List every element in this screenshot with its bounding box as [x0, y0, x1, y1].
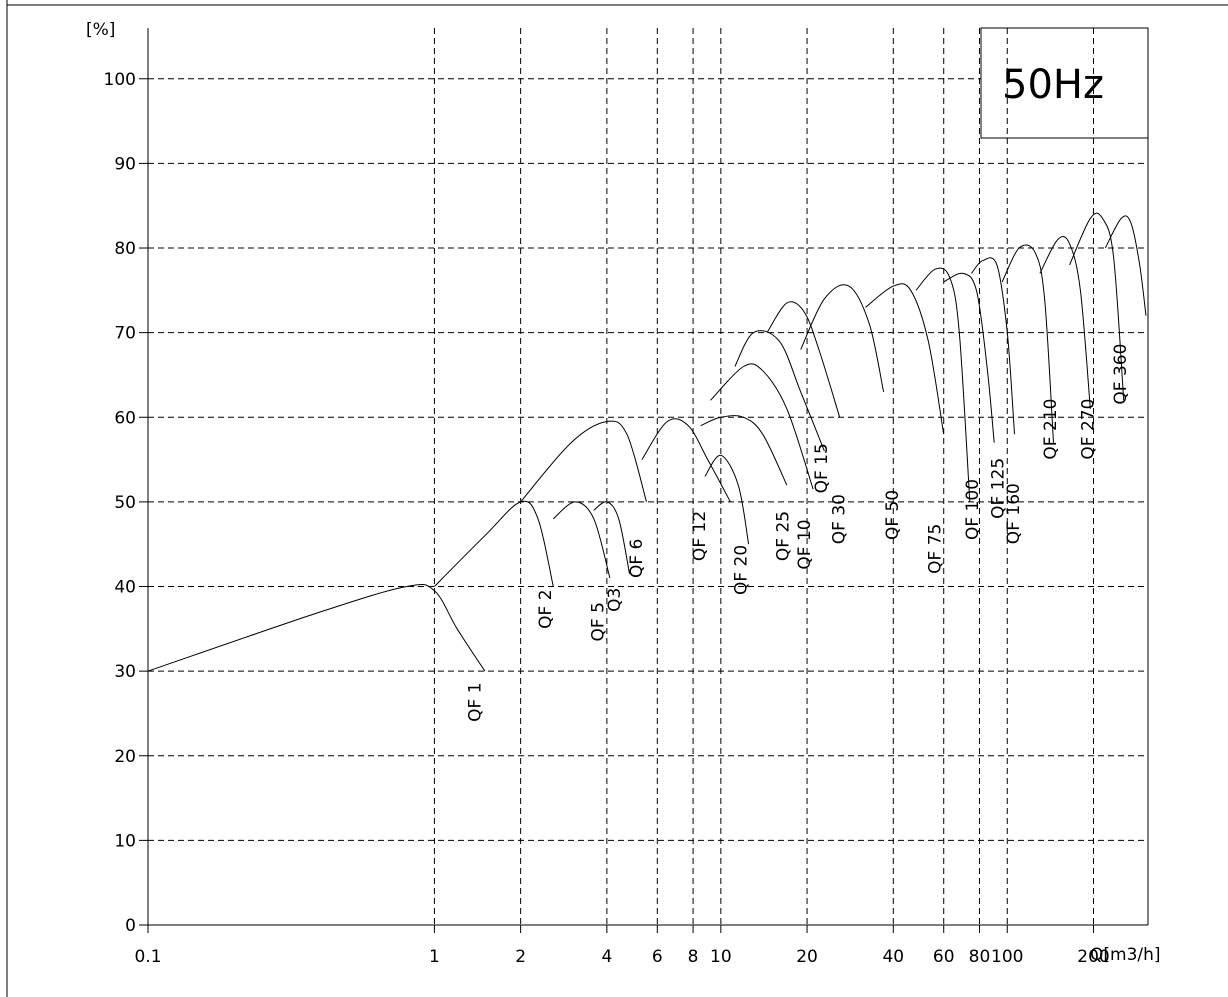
- curve-label-qf-75: QF 75: [926, 524, 946, 574]
- y-tick-label: 70: [114, 324, 136, 344]
- curve-label-qf-100: QF 100: [963, 479, 983, 540]
- curve-label-qf-30: QF 30: [829, 494, 849, 544]
- curve-label-q3: Q3: [605, 588, 625, 612]
- curve-q3: [593, 501, 630, 574]
- frequency-box: 50Hz: [980, 27, 1149, 139]
- curve-qf-2: [434, 500, 554, 587]
- curve-label-qf-12: QF 12: [690, 511, 710, 561]
- curve-label-qf-15: QF 15: [812, 443, 832, 493]
- curve-qf-160: [1001, 244, 1054, 443]
- y-tick-label: 80: [114, 239, 136, 259]
- curve-qf-15: [766, 301, 841, 418]
- y-tick-label: 0: [125, 916, 136, 936]
- x-tick-label: 2: [515, 947, 526, 967]
- curve-qf-10: [710, 363, 814, 490]
- curve-label-qf-1: QF 1: [466, 682, 486, 721]
- curve-qf-75: [915, 267, 971, 502]
- x-tick-label: 40: [882, 947, 904, 967]
- y-tick-label: 100: [104, 70, 136, 90]
- curve-label-qf-5: QF 5: [589, 602, 609, 641]
- curve-label-qf-10: QF 10: [795, 519, 815, 569]
- curve-label-qf-25: QF 25: [773, 511, 793, 561]
- x-tick-label: 60: [933, 947, 955, 967]
- y-tick-label: 50: [114, 493, 136, 513]
- x-tick-label: 0.1: [134, 947, 161, 967]
- y-tick-label: 40: [114, 578, 136, 598]
- curve-qf-3: [552, 501, 611, 579]
- curve-qf-30: [800, 284, 885, 393]
- curve-label-qf-160: QF 160: [1004, 483, 1024, 544]
- x-tick-label: 4: [601, 947, 612, 967]
- curve-qf-50: [865, 283, 945, 435]
- curve-label-qf-210: QF 210: [1041, 399, 1061, 460]
- curve-label-qf-270: QF 270: [1078, 399, 1098, 460]
- efficiency-curves: [147, 212, 1147, 672]
- curve-qf-100: [943, 272, 995, 443]
- y-tick-label: 20: [114, 747, 136, 767]
- curve-qf-360: [1104, 215, 1147, 316]
- curve-label-qf-125: QF 125: [989, 458, 1009, 519]
- curve-label-qf-360: QF 360: [1111, 344, 1131, 405]
- grid-lines: [148, 28, 1148, 925]
- x-axis-unit-label: Q[m3/h]: [1090, 945, 1161, 965]
- y-axis-unit-label: [%]: [86, 20, 115, 40]
- curve-qf-4: [520, 420, 647, 503]
- curve-qf-20: [704, 454, 750, 545]
- x-tick-label: 20: [796, 947, 818, 967]
- curve-qf-210: [1039, 235, 1091, 409]
- x-tick-label: 100: [991, 947, 1023, 967]
- curve-qf-1: [147, 583, 486, 672]
- curve-qf-6: [641, 418, 731, 503]
- curve-qf-125: [971, 257, 1015, 435]
- y-tick-label: 90: [114, 154, 136, 174]
- x-tick-label: 6: [652, 947, 663, 967]
- curve-qf-12: [700, 415, 788, 486]
- frequency-label: 50Hz: [1002, 62, 1104, 108]
- curve-qf-270: [1069, 212, 1125, 401]
- y-tick-label: 30: [114, 662, 136, 682]
- x-tick-label: 8: [688, 947, 699, 967]
- curve-label-qf-20: QF 20: [732, 545, 752, 595]
- curve-label-qf-50: QF 50: [883, 490, 903, 540]
- curve-label-qf-6: QF 6: [627, 539, 647, 578]
- tick-labels: 0 10 20 30 40 50 60 70 80 90 100 0.1 1 2 4 6 8 10 20 40 60 80…: [104, 70, 1110, 967]
- y-tick-label: 60: [114, 408, 136, 428]
- x-tick-label: 10: [710, 947, 732, 967]
- y-tick-label: 10: [114, 831, 136, 851]
- curve-qf-25: [734, 330, 825, 452]
- x-tick-label: 1: [429, 947, 440, 967]
- curve-label-qf-2: QF 2: [536, 589, 556, 628]
- axes: [139, 28, 1149, 933]
- x-tick-label: 80: [969, 947, 991, 967]
- x-tick-label: 200: [1077, 947, 1109, 967]
